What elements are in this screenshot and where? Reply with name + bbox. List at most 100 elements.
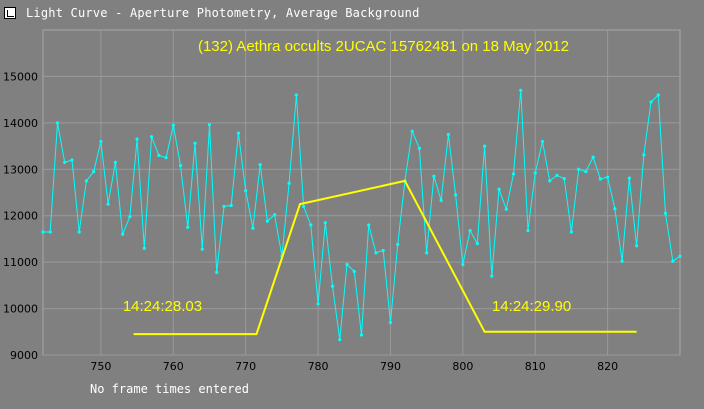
data-point [157,153,161,157]
data-point [164,156,168,160]
x-tick-label: 750 [90,360,111,373]
data-point [591,155,595,159]
x-tick-label: 820 [597,360,618,373]
data-point [454,193,458,197]
data-point [475,241,479,246]
data-point [345,262,349,267]
data-point [562,176,566,181]
data-point [526,228,530,233]
x-tick-label: 790 [380,360,401,373]
data-point [287,181,291,185]
data-point [540,139,545,144]
data-point [432,174,436,178]
data-point [352,269,356,274]
data-point [171,123,175,127]
data-point [178,163,183,168]
x-tick-label: 800 [452,360,473,373]
data-point [236,131,241,135]
timestamp-annotation: 14:24:29.90 [492,298,571,315]
data-point [121,232,125,236]
model-curve [133,179,637,336]
y-tick-label: 13000 [3,163,38,176]
data-point [63,160,67,164]
data-point [598,177,602,181]
data-point [330,284,335,288]
x-tick-label: 810 [525,360,546,373]
x-tick-label: 760 [163,360,184,373]
data-point [388,320,393,325]
data-point [135,137,139,141]
data-point [106,202,110,206]
y-tick-label: 12000 [3,210,38,223]
data-point [396,242,400,247]
data-point [77,230,81,234]
data-point [461,262,465,267]
data-point [294,93,298,97]
data-point [663,211,668,215]
data-point [149,135,154,139]
data-point [113,160,117,164]
data-point [84,179,89,183]
title-bar[interactable]: Light Curve - Aperture Photometry, Avera… [0,0,704,26]
data-point [627,176,631,180]
data-point [504,207,508,211]
data-point [642,153,646,157]
y-tick-label: 9000 [10,349,38,362]
data-point [55,121,60,125]
data-point [497,187,501,191]
data-point [70,158,74,162]
window-title: Light Curve - Aperture Photometry, Avera… [26,6,420,20]
y-tick-label: 15000 [3,70,38,83]
data-point [222,204,226,209]
y-tick-label: 11000 [3,256,38,269]
data-point [577,167,581,171]
data-point [186,225,190,229]
data-point [555,173,559,177]
data-point [671,259,675,263]
data-point [215,270,219,274]
y-tick-label: 10000 [3,303,38,316]
data-point [200,247,204,251]
data-point [265,219,269,223]
data-point [374,251,378,255]
data-point [244,189,248,193]
data-point [207,123,212,127]
data-point [41,230,45,234]
data-point [656,93,660,97]
data-point [301,204,306,209]
data-point [410,129,414,133]
light-curve-app-icon[interactable] [4,7,16,19]
data-point [338,338,342,342]
y-tick-label: 14000 [3,117,38,130]
data-point [634,244,639,248]
data-point [417,146,422,150]
chart-title: (132) Aethra occults 2UCAC 15762481 on 1… [198,38,569,55]
data-point [519,88,523,92]
data-point [425,251,429,255]
data-point [468,228,472,233]
data-point [142,246,146,250]
data-point [490,274,494,278]
status-text: No frame times entered [90,382,249,396]
data-point [323,221,327,225]
data-point [258,163,262,167]
data-point [251,226,255,230]
data-point [613,207,617,211]
data-point [678,254,682,258]
timestamp-annotation: 14:24:28.03 [123,298,202,315]
data-point [193,141,197,145]
data-point [92,170,96,174]
data-point [446,132,450,137]
data-point [367,223,371,227]
data-point [649,100,653,104]
data-point [48,230,52,234]
data-point [439,198,443,202]
data-point [381,248,385,253]
data-point [316,302,320,306]
x-tick-label: 770 [235,360,256,373]
data-point [569,230,574,234]
data-point [128,215,132,219]
data-point [309,223,313,227]
data-point [511,172,516,176]
